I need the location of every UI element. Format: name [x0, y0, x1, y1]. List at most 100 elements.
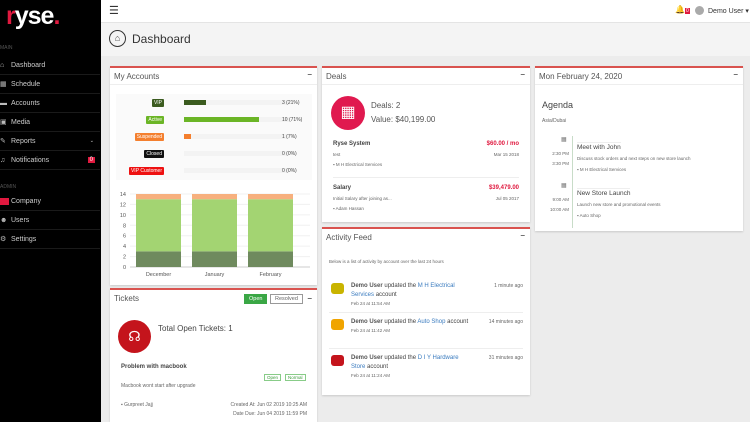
account-status-bar [184, 134, 289, 139]
bar-segment [136, 199, 181, 252]
ticket-due: Date Due: Jun 04 2019 11:59 PM [233, 411, 307, 417]
activity-item: Demo User updated the Auto Shop account … [329, 315, 523, 349]
section-main: MAIN [0, 45, 13, 51]
bar-segment [248, 251, 293, 267]
activity-item: Demo User updated the M H Electrical Ser… [329, 279, 523, 313]
bar-segment [192, 199, 237, 252]
x-tick-label: February [259, 272, 281, 278]
event-account: ▪ Auto Shop [577, 213, 601, 218]
page-header: ⌂ Dashboard [101, 23, 750, 56]
bar-segment [192, 194, 237, 200]
sidebar-item-company[interactable]: ■ Company [0, 192, 100, 211]
event-start: 9:00 AM [552, 197, 569, 202]
deal-name: Ryse System [333, 141, 371, 147]
account-status-count: 0 (0%) [282, 151, 297, 157]
image-icon: ▣ [0, 119, 7, 126]
event-end: 10:00 AM [549, 207, 569, 212]
collapse-button[interactable]: – [733, 70, 738, 79]
sidebar: ryse. MAIN ⌂ Dashboard ▦ Schedule ▬ Accounts ▣… [0, 0, 101, 422]
total-open-tickets: Total Open Tickets: 1 [158, 324, 233, 333]
activity-time: Feb 24 at 11:24 AM [351, 373, 390, 378]
deal-date: Jul 05 2017 [495, 196, 519, 201]
hamburger-menu-icon[interactable]: ☰ [109, 5, 119, 17]
deal-name: Salary [333, 185, 352, 191]
y-tick-label: 6 [123, 234, 126, 240]
collapse-button[interactable]: – [307, 70, 312, 79]
agenda-title: Agenda [542, 100, 574, 110]
activity-user[interactable]: Demo User [351, 355, 383, 361]
account-logo-icon [331, 319, 344, 330]
avatar[interactable] [695, 6, 704, 15]
event-start: 2:30 PM [552, 151, 569, 156]
account-status-bar [184, 117, 289, 122]
briefcase-icon: ▬ [0, 99, 7, 107]
event-account: ▪ M H Electrical Services [577, 167, 627, 172]
activity-account-link[interactable]: Auto Shop [417, 319, 446, 325]
sidebar-item-media[interactable]: ▣ Media [0, 113, 100, 132]
deal-item[interactable]: Salary $39,479.00 Initial Salary after j… [333, 182, 519, 222]
tickets-card: Tickets Open Resolved – ☊ Total Open Tic… [110, 288, 317, 422]
event-desc: Launch new store and promotional events [577, 202, 661, 207]
open-filter-button[interactable]: Open [244, 294, 268, 304]
account-status-label: Active [146, 116, 164, 124]
sidebar-item-users[interactable]: ☻ Users [0, 211, 100, 230]
bar-segment [248, 199, 293, 252]
event-title: New Store Launch [577, 188, 631, 197]
resolved-filter-button[interactable]: Resolved [270, 294, 303, 304]
deals-card: Deals – ▦ Deals: 2 Value: $40,199.00 Ryse… [322, 66, 530, 222]
notifications-badge: 0 [87, 157, 95, 163]
sidebar-item-accounts[interactable]: ▬ Accounts [0, 94, 100, 113]
account-status-count: 10 (71%) [282, 117, 303, 123]
account-status-bar [184, 168, 289, 173]
sidebar-item-settings[interactable]: ⚙ Settings [0, 230, 100, 249]
sidebar-item-schedule[interactable]: ▦ Schedule [0, 75, 100, 94]
section-admin: ADMIN [0, 184, 17, 190]
activity-item: Demo User updated the D I Y Hardware Sto… [329, 351, 523, 385]
card-title: Tickets [114, 294, 140, 303]
activity-feed-card: Activity Feed – Below is a list of activi… [322, 227, 530, 395]
deal-desc: test [333, 152, 341, 157]
sidebar-item-reports[interactable]: ✎ Reports ⌄ [0, 132, 100, 151]
ticket-desc: Macbook wont start after upgrade [121, 383, 196, 389]
y-tick-label: 2 [123, 255, 126, 261]
deal-amount: $60.00 / mo [486, 141, 519, 147]
collapse-button[interactable]: – [520, 70, 525, 79]
y-tick-label: 0 [123, 265, 126, 271]
calendar-icon: ▦ [0, 81, 7, 88]
deals-count: Deals: 2 [371, 101, 401, 110]
user-menu[interactable]: Demo User ▾ [708, 8, 749, 15]
card-title: Deals [326, 72, 347, 81]
account-status-bar [184, 100, 289, 105]
y-tick-label: 4 [123, 244, 126, 250]
logo[interactable]: ryse. [6, 2, 60, 30]
chevron-down-icon: ⌄ [89, 138, 94, 144]
agenda-event[interactable]: ▦ 2:30 PM 3:30 PM Meet with John Discuss… [535, 136, 743, 181]
bar-segment [248, 194, 293, 200]
deal-item[interactable]: Ryse System $60.00 / mo test Mar 15 2018… [333, 138, 519, 178]
deal-date: Mar 15 2018 [493, 152, 519, 157]
bell-icon: ♫ [0, 156, 6, 164]
agenda-event[interactable]: ▦ 9:00 AM 10:00 AM New Store Launch Laun… [535, 182, 743, 227]
account-logo-icon [331, 355, 344, 366]
bell-icon[interactable]: 🔔0 [675, 5, 690, 14]
ticket-user: ▪ Gurpreet Jajj [121, 402, 153, 408]
sidebar-item-dashboard[interactable]: ⌂ Dashboard [0, 56, 100, 75]
account-status-label: Suspended [134, 133, 164, 141]
y-tick-label: 14 [120, 192, 126, 198]
activity-account-link[interactable]: M H Electrical Services [351, 283, 455, 298]
activity-account-link[interactable]: D I Y Hardware Store [351, 355, 459, 370]
account-status-bar [184, 151, 289, 156]
home-icon: ⌂ [109, 30, 126, 47]
activity-user[interactable]: Demo User [351, 283, 383, 289]
sidebar-item-notifications[interactable]: ♫ Notifications 0 [0, 151, 100, 170]
activity-ago: 1 minute ago [494, 283, 523, 289]
activity-user[interactable]: Demo User [351, 319, 383, 325]
top-bar: ☰ 🔔0 Demo User ▾ [101, 0, 750, 23]
y-tick-label: 12 [120, 202, 126, 208]
card-title: Activity Feed [326, 233, 372, 242]
event-desc: Discuss stock orders and next steps on n… [577, 156, 691, 161]
ticket-title[interactable]: Problem with macbook [121, 364, 187, 370]
collapse-button[interactable]: – [520, 231, 525, 240]
collapse-button[interactable]: – [307, 294, 312, 303]
deal-amount: $39,479.00 [488, 185, 519, 191]
